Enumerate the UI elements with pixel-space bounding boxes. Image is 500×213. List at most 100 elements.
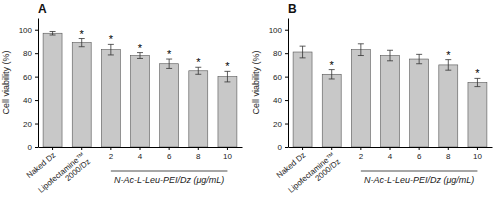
annotation: * — [167, 48, 172, 60]
error-bar-cap — [108, 54, 114, 55]
bracket — [361, 171, 478, 172]
panel: Naked DzLipofectamine™2000/Dz24681002040… — [1, 2, 243, 201]
tick-mark — [477, 147, 478, 150]
tick-label: 60 — [23, 73, 32, 82]
error-bar — [445, 60, 451, 71]
error-bar-stem — [477, 78, 478, 86]
tick-mark — [331, 147, 332, 150]
tick-label: 80 — [23, 49, 32, 58]
error-bar-stem — [110, 44, 111, 55]
error-bar-cap — [50, 31, 56, 32]
y-axis: 020406080100 — [269, 19, 289, 153]
tick: Lipofectamine™2000/Dz — [37, 147, 92, 201]
tick-mark — [35, 77, 38, 78]
tick: 2 — [109, 147, 114, 161]
bar — [189, 71, 208, 147]
tick-mark — [227, 147, 228, 150]
error-bar-cap — [300, 46, 306, 47]
error-bar-cap — [358, 55, 364, 56]
tick: 6 — [167, 147, 172, 161]
annotation: * — [196, 56, 201, 68]
error-bar — [79, 39, 85, 47]
error-bar — [387, 50, 393, 61]
tick-label: 2 — [109, 152, 114, 161]
tick: 20 — [273, 120, 288, 129]
bar — [468, 83, 487, 148]
tick: 100 — [269, 26, 288, 35]
x-axis: Naked DzLipofectamine™2000/Dz246810 — [275, 147, 493, 201]
bar — [101, 50, 120, 147]
annotations: ****** — [80, 28, 231, 73]
tick-mark — [285, 30, 288, 31]
error-bar-cap — [329, 78, 335, 79]
y-axis-title: Cell viability (%) — [1, 50, 11, 114]
error-bar-cap — [166, 68, 172, 69]
y-axis: 0 20 40 60 80 100 — [19, 19, 39, 153]
error-bar-cap — [358, 43, 364, 44]
error-bar-stem — [227, 71, 228, 82]
bracket — [111, 171, 228, 172]
tick-label: 40 — [273, 96, 282, 105]
error-bar-cap — [137, 58, 143, 59]
tick-label: 100 — [19, 26, 33, 35]
tick-label: 8 — [446, 152, 451, 161]
x-axis-title: N-Ac-L-Leu-PEI/Dz (μg/mL) — [364, 175, 474, 185]
tick-label: 2 — [359, 152, 364, 161]
title: A — [38, 2, 47, 16]
tick: 100 — [19, 26, 38, 35]
tick: 6 — [417, 147, 422, 161]
tick: 10 — [473, 147, 482, 161]
tick: 60 — [23, 73, 38, 82]
axis-line — [288, 19, 289, 148]
annotations: *** — [330, 49, 481, 80]
error-bar — [224, 71, 230, 82]
error-bar-cap — [224, 81, 230, 82]
y-axis-title: Cell viability (%) — [251, 50, 261, 114]
error-bar-stem — [169, 59, 170, 68]
chart: Naked DzLipofectamine™2000/Dz24681002040… — [0, 0, 500, 213]
title: B — [288, 2, 297, 16]
tick-label: Lipofectamine™2000/Dz — [37, 151, 92, 201]
error-bar-stem — [52, 31, 53, 35]
tick: 0 — [278, 143, 288, 152]
error-bar-stem — [302, 46, 303, 58]
tick: Lipofectamine™2000/Dz — [287, 147, 342, 201]
tick-mark — [302, 147, 303, 150]
tick-mark — [419, 147, 420, 150]
error-bar-cap — [445, 70, 451, 71]
tick-mark — [52, 147, 53, 150]
error-bar — [195, 67, 201, 74]
bar — [160, 64, 179, 147]
panel: Naked DzLipofectamine™2000/Dz24681002040… — [251, 2, 493, 201]
tick-mark — [285, 147, 288, 148]
tick-mark — [35, 147, 38, 148]
error-bar — [108, 44, 114, 55]
tick: 80 — [273, 49, 288, 58]
bar — [131, 56, 150, 147]
bar — [218, 77, 237, 147]
bar — [43, 33, 62, 147]
tick-label: 0 — [28, 143, 33, 152]
tick-label: 20 — [23, 120, 32, 129]
tick: 80 — [23, 49, 38, 58]
tick: 2 — [359, 147, 364, 161]
tick-label: 20 — [273, 120, 282, 129]
marks — [293, 44, 487, 147]
error-bar-stem — [390, 50, 391, 61]
error-bar — [474, 78, 480, 86]
tick-label: 40 — [23, 96, 32, 105]
error-bar — [416, 54, 422, 63]
error-bar-cap — [79, 46, 85, 47]
annotation: * — [109, 33, 114, 45]
error-bar-stem — [419, 54, 420, 63]
tick: 4 — [388, 147, 393, 161]
tick-mark — [35, 100, 38, 101]
error-bar-cap — [474, 86, 480, 87]
bar — [322, 74, 341, 147]
error-bar-cap — [300, 57, 306, 58]
error-bar-stem — [360, 44, 361, 56]
tick-mark — [285, 100, 288, 101]
bar — [439, 65, 458, 147]
error-bar-cap — [195, 74, 201, 75]
plot: Naked DzLipofectamine™2000/Dz24681002040… — [1, 19, 243, 202]
